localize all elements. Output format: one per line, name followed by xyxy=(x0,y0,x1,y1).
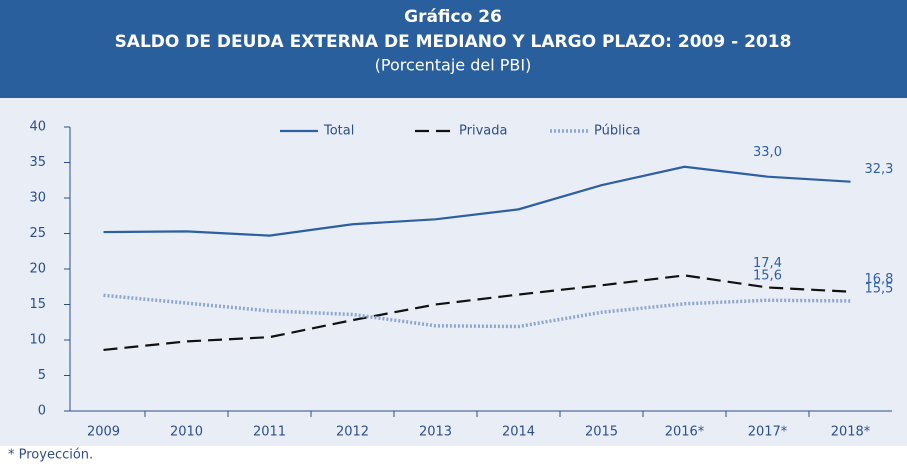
y-tick-label: 20 xyxy=(29,262,46,277)
data-label: 17,4 xyxy=(753,256,782,271)
x-tick-label: 2012 xyxy=(336,425,369,440)
y-tick-label: 0 xyxy=(38,404,46,419)
y-tick-label: 35 xyxy=(29,155,46,170)
chart-title: Gráfico 26 xyxy=(404,7,502,27)
y-tick-label: 5 xyxy=(38,368,46,383)
legend-label: Pública xyxy=(594,124,640,139)
unit-label: (Porcentaje del PBI) xyxy=(375,56,532,75)
y-tick-label: 10 xyxy=(29,333,46,348)
y-tick-label: 40 xyxy=(29,120,46,135)
y-tick-label: 15 xyxy=(29,297,46,312)
data-label: 33,0 xyxy=(753,145,782,160)
x-tick-label: 2009 xyxy=(87,425,120,440)
x-tick-label: 2013 xyxy=(419,425,452,440)
chart-subtitle: SALDO DE DEUDA EXTERNA DE MEDIANO Y LARG… xyxy=(115,32,792,52)
y-tick-label: 30 xyxy=(29,191,46,206)
x-tick-label: 2015 xyxy=(585,425,618,440)
legend-label: Total xyxy=(323,124,354,139)
x-tick-label: 2010 xyxy=(170,425,203,440)
data-label: 16,8 xyxy=(865,272,894,287)
footnote: * Proyección. xyxy=(8,448,93,463)
line-2 xyxy=(103,293,851,329)
data-label: 32,3 xyxy=(865,162,894,177)
y-tick-label: 25 xyxy=(29,226,46,241)
data-label: 15,6 xyxy=(753,269,782,284)
plot-background xyxy=(0,98,907,446)
x-tick-label: 2018* xyxy=(831,425,871,440)
line-0 xyxy=(103,165,851,237)
legend-label: Privada xyxy=(459,124,507,139)
x-tick-label: 2014 xyxy=(502,425,535,440)
header-band xyxy=(0,0,907,98)
x-tick-label: 2011 xyxy=(253,425,286,440)
data-label: 15,5 xyxy=(865,281,894,296)
x-tick-label: 2017* xyxy=(748,425,788,440)
x-tick-label: 2016* xyxy=(665,425,705,440)
